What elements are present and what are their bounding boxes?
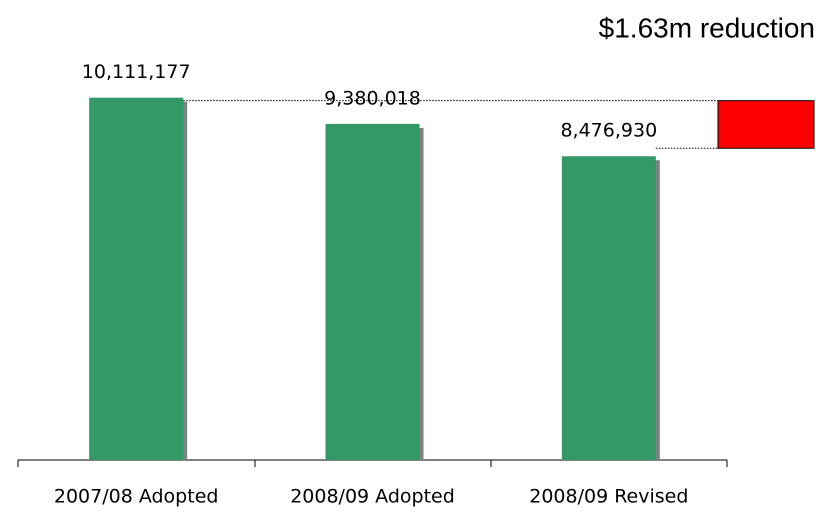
value-label: 10,111,177: [82, 61, 191, 83]
bar: [89, 97, 184, 460]
x-tick-label: 2008/09 Adopted: [290, 486, 455, 508]
value-label: 8,476,930: [560, 120, 657, 142]
x-tick-label: 2008/09 Revised: [529, 486, 688, 508]
value-label: 9,380,018: [324, 87, 421, 109]
bar: [325, 123, 420, 460]
bar: [561, 156, 656, 460]
reduction-box: [717, 100, 815, 149]
x-tick-label: 2007/08 Adopted: [54, 486, 219, 508]
annotation: $1.63m reduction: [599, 12, 815, 43]
